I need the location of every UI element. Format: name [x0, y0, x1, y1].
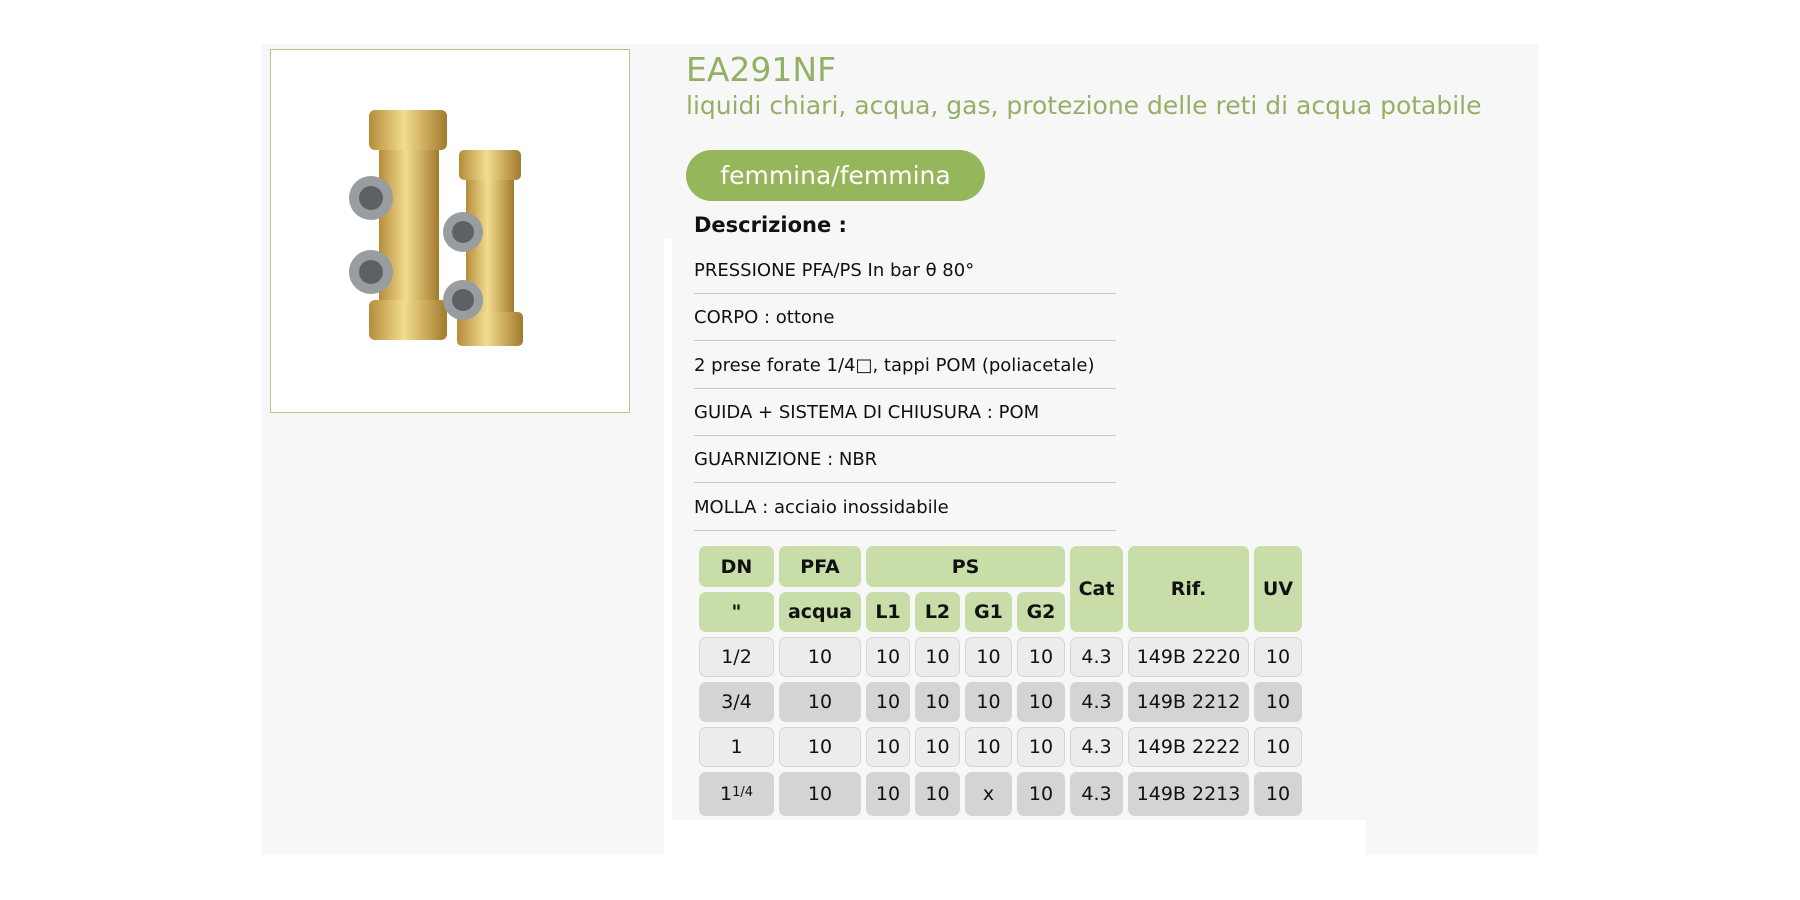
cell-pfa-text: 10 — [807, 736, 833, 758]
cell-l1: 10 — [866, 772, 910, 816]
cell-l2-text: 10 — [925, 646, 950, 668]
description-item: GUIDA + SISTEMA DI CHIUSURA : POM — [694, 389, 1116, 436]
cell-dn-fraction: 1/4 — [732, 784, 753, 800]
cell-pfa: 10 — [779, 727, 861, 767]
cell-g1: x — [965, 772, 1012, 816]
cell-dn: 1 — [699, 727, 774, 767]
cell-dn-text: 3/4 — [721, 691, 752, 713]
header-cat: Cat — [1070, 546, 1123, 632]
cell-dn-text: 1 — [730, 736, 743, 758]
cell-l2: 10 — [915, 637, 960, 677]
cell-uv: 10 — [1254, 727, 1302, 767]
cell-uv: 10 — [1254, 772, 1302, 816]
cell-cat: 4.3 — [1070, 682, 1123, 722]
cell-uv-text: 10 — [1265, 646, 1291, 668]
cell-dn: 1 1/4 — [699, 772, 774, 816]
content-area — [672, 238, 1366, 820]
cell-g1-text: x — [982, 783, 995, 805]
cell-g1: 10 — [965, 727, 1012, 767]
cell-dn: 1/2 — [699, 637, 774, 677]
cell-pfa: 10 — [779, 637, 861, 677]
cell-rif: 149B 2213 — [1128, 772, 1249, 816]
cell-l1-text: 10 — [875, 691, 901, 713]
cell-uv: 10 — [1254, 682, 1302, 722]
cell-uv-text: 10 — [1265, 783, 1291, 805]
header-l1: L1 — [866, 592, 910, 632]
cell-l1-text: 10 — [875, 646, 901, 668]
cell-pfa: 10 — [779, 772, 861, 816]
cell-l1-text: 10 — [875, 736, 901, 758]
variant-badge[interactable]: femmina/femmina — [686, 150, 985, 201]
description-heading: Descrizione : — [694, 213, 847, 237]
cell-cat: 4.3 — [1070, 727, 1123, 767]
cell-rif: 149B 2212 — [1128, 682, 1249, 722]
cell-uv: 10 — [1254, 637, 1302, 677]
cell-g2: 10 — [1017, 727, 1065, 767]
cell-g1-text: 10 — [976, 646, 1001, 668]
cell-dn-text: 1 — [719, 783, 733, 805]
cell-cat: 4.3 — [1070, 772, 1123, 816]
cell-l2: 10 — [915, 682, 960, 722]
cell-g1: 10 — [965, 637, 1012, 677]
cell-pfa-text: 10 — [807, 646, 833, 668]
cell-g1-text: 10 — [976, 736, 1001, 758]
cell-l1: 10 — [866, 682, 910, 722]
header-pfa-acqua: acqua — [779, 592, 861, 632]
description-item: CORPO : ottone — [694, 294, 1116, 341]
header-l2: L2 — [915, 592, 960, 632]
cell-pfa: 10 — [779, 682, 861, 722]
product-subtitle: liquidi chiari, acqua, gas, protezione d… — [686, 91, 1482, 120]
cell-g1: 10 — [965, 682, 1012, 722]
cell-l2: 10 — [915, 772, 960, 816]
cell-cat-text: 4.3 — [1081, 783, 1112, 805]
cell-g1-text: 10 — [976, 691, 1001, 713]
product-code: EA291NF — [686, 50, 837, 89]
cell-rif: 149B 2220 — [1128, 637, 1249, 677]
cell-l2-text: 10 — [925, 736, 950, 758]
cell-rif-text: 149B 2222 — [1136, 736, 1241, 758]
cell-g2: 10 — [1017, 682, 1065, 722]
cell-uv-text: 10 — [1265, 736, 1291, 758]
description-item: 2 prese forate 1/4□, tappi POM (poliacet… — [694, 342, 1116, 389]
cell-g2-text: 10 — [1028, 646, 1054, 668]
header-dn-unit: " — [699, 592, 774, 632]
header-pfa: PFA — [779, 546, 861, 587]
header-uv: UV — [1254, 546, 1302, 632]
description-item: GUARNIZIONE : NBR — [694, 436, 1116, 483]
spec-table: DN PFA PS Cat Rif. UV " acqua L1 L2 G1 G… — [699, 546, 1302, 816]
description-item: PRESSIONE PFA/PS In bar θ 80° — [694, 247, 1116, 294]
cell-cat-text: 4.3 — [1081, 646, 1112, 668]
cell-l2-text: 10 — [925, 691, 950, 713]
cell-g2-text: 10 — [1028, 691, 1054, 713]
cell-l2-text: 10 — [925, 783, 950, 805]
header-g2: G2 — [1017, 592, 1065, 632]
cell-g2-text: 10 — [1028, 736, 1054, 758]
cell-rif-text: 149B 2213 — [1136, 783, 1241, 805]
header-ps: PS — [866, 546, 1065, 587]
product-image — [270, 49, 630, 413]
cell-l1: 10 — [866, 727, 910, 767]
cell-g2: 10 — [1017, 637, 1065, 677]
cell-l2: 10 — [915, 727, 960, 767]
cell-pfa-text: 10 — [807, 691, 833, 713]
cell-cat: 4.3 — [1070, 637, 1123, 677]
cell-dn-text: 1/2 — [721, 646, 752, 668]
cell-l1-text: 10 — [875, 783, 901, 805]
cell-rif-text: 149B 2212 — [1136, 691, 1241, 713]
cell-g2: 10 — [1017, 772, 1065, 816]
cell-g2-text: 10 — [1028, 783, 1054, 805]
cell-l1: 10 — [866, 637, 910, 677]
description-item: MOLLA : acciaio inossidabile — [694, 484, 1116, 531]
cell-dn: 3/4 — [699, 682, 774, 722]
cell-rif-text: 149B 2220 — [1136, 646, 1241, 668]
cell-rif: 149B 2222 — [1128, 727, 1249, 767]
cell-uv-text: 10 — [1265, 691, 1291, 713]
cell-cat-text: 4.3 — [1081, 736, 1112, 758]
header-dn: DN — [699, 546, 774, 587]
header-rif: Rif. — [1128, 546, 1249, 632]
header-g1: G1 — [965, 592, 1012, 632]
cell-cat-text: 4.3 — [1081, 691, 1112, 713]
cell-pfa-text: 10 — [807, 783, 833, 805]
